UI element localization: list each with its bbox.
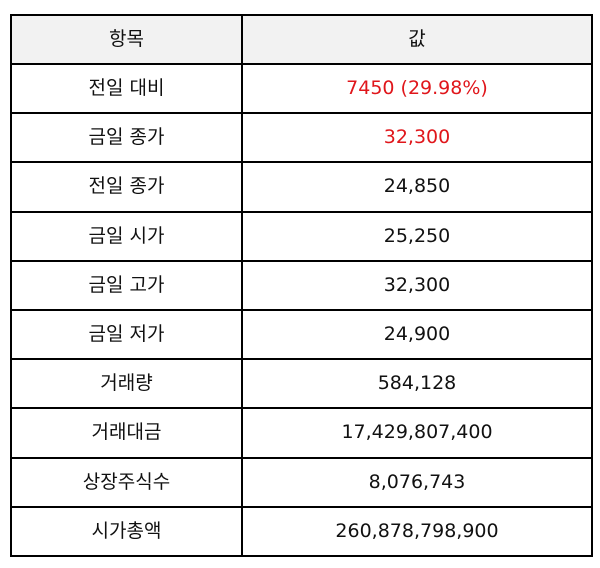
header-value: 값 xyxy=(241,14,593,65)
table-header-row: 항목 값 xyxy=(10,14,593,65)
row-value: 8,076,743 xyxy=(241,456,593,508)
row-label: 금일 종가 xyxy=(10,112,243,164)
table-row-close: 금일 종가 32,300 xyxy=(10,112,593,164)
table-row-volume: 거래량 584,128 xyxy=(10,358,593,410)
row-label: 시가총액 xyxy=(10,505,243,558)
row-value: 32,300 xyxy=(241,112,593,164)
table-row-market-cap: 시가총액 260,878,798,900 xyxy=(10,505,593,558)
row-label: 전일 종가 xyxy=(10,161,243,213)
row-value: 24,900 xyxy=(241,308,593,361)
row-label: 금일 고가 xyxy=(10,259,243,311)
table-row-trading-value: 거래대금 17,429,807,400 xyxy=(10,407,593,459)
header-item: 항목 xyxy=(10,14,243,65)
row-label: 거래량 xyxy=(10,358,243,410)
table-row-low: 금일 저가 24,900 xyxy=(10,308,593,361)
row-value: 32,300 xyxy=(241,259,593,311)
row-label: 금일 저가 xyxy=(10,308,243,361)
table-row-change: 전일 대비 7450 (29.98%) xyxy=(10,62,593,115)
row-value: 25,250 xyxy=(241,210,593,262)
row-value: 17,429,807,400 xyxy=(241,407,593,459)
row-label: 상장주식수 xyxy=(10,456,243,508)
row-label: 전일 대비 xyxy=(10,62,243,115)
row-value: 260,878,798,900 xyxy=(241,505,593,558)
row-label: 금일 시가 xyxy=(10,210,243,262)
table-row-high: 금일 고가 32,300 xyxy=(10,259,593,311)
stock-info-table: 항목 값 전일 대비 7450 (29.98%) 금일 종가 32,300 전일… xyxy=(10,14,593,558)
row-value: 584,128 xyxy=(241,358,593,410)
row-value: 7450 (29.98%) xyxy=(241,62,593,115)
table-row-open: 금일 시가 25,250 xyxy=(10,210,593,262)
table-row-listed-shares: 상장주식수 8,076,743 xyxy=(10,456,593,508)
table-row-prev-close: 전일 종가 24,850 xyxy=(10,161,593,213)
row-value: 24,850 xyxy=(241,161,593,213)
row-label: 거래대금 xyxy=(10,407,243,459)
